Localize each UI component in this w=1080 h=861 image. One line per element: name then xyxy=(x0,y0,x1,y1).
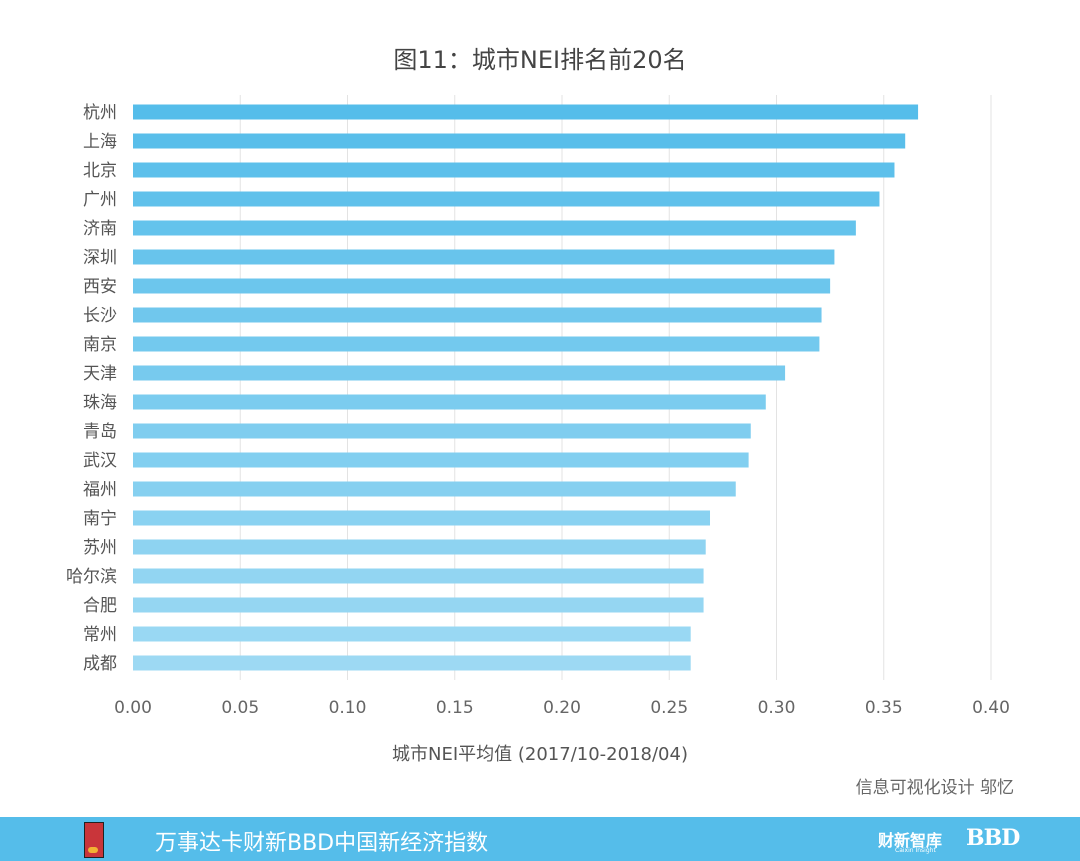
category-label: 成都 xyxy=(83,654,117,674)
bar-4 xyxy=(133,191,880,207)
category-label: 南宁 xyxy=(83,509,117,529)
category-label: 上海 xyxy=(83,132,117,152)
bar-14 xyxy=(133,481,736,497)
bar-5 xyxy=(133,220,856,236)
category-label: 深圳 xyxy=(83,248,117,268)
x-tick-label: 0.00 xyxy=(114,698,152,718)
category-label: 天津 xyxy=(83,364,117,384)
x-tick-label: 0.40 xyxy=(972,698,1010,718)
category-label: 福州 xyxy=(83,480,117,500)
designer-credit: 信息可视化设计 邬忆 xyxy=(855,778,1014,798)
bbd-logo: BBD xyxy=(966,825,1020,851)
bar-7 xyxy=(133,278,831,294)
category-label: 西安 xyxy=(83,277,117,297)
category-label: 合肥 xyxy=(83,596,117,616)
category-label: 苏州 xyxy=(83,538,117,558)
bar-18 xyxy=(133,597,704,613)
bar-10 xyxy=(133,365,786,381)
x-tick-label: 0.05 xyxy=(221,698,259,718)
x-axis-label: 城市NEI平均值 (2017/10-2018/04) xyxy=(392,744,688,765)
category-label: 广州 xyxy=(83,190,117,210)
bar-9 xyxy=(133,336,820,352)
x-tick-label: 0.15 xyxy=(436,698,474,718)
footer-bar: 万事达卡财新BBD中国新经济指数 财新智库 Caixin Insight BBD xyxy=(0,817,1080,861)
category-label: 北京 xyxy=(83,161,117,181)
bar-3 xyxy=(133,162,895,178)
category-label: 珠海 xyxy=(83,393,117,413)
category-label: 长沙 xyxy=(83,306,117,326)
bar-20 xyxy=(133,655,691,671)
category-label: 杭州 xyxy=(83,103,117,123)
x-tick-label: 0.25 xyxy=(650,698,688,718)
bar-12 xyxy=(133,423,751,439)
bar-15 xyxy=(133,510,711,526)
x-tick-label: 0.30 xyxy=(758,698,796,718)
x-tick-label: 0.20 xyxy=(543,698,581,718)
bar-16 xyxy=(133,539,706,555)
category-label: 青岛 xyxy=(83,422,117,442)
bar-2 xyxy=(133,133,906,149)
bar-6 xyxy=(133,249,835,265)
bar-11 xyxy=(133,394,766,410)
x-tick-label: 0.10 xyxy=(329,698,367,718)
x-tick-label: 0.35 xyxy=(865,698,903,718)
category-label: 常州 xyxy=(83,625,117,645)
category-label: 南京 xyxy=(83,335,117,355)
bar-1 xyxy=(133,104,919,120)
nei-logo-icon xyxy=(84,822,104,858)
bar-19 xyxy=(133,626,691,642)
bar-17 xyxy=(133,568,704,584)
category-label: 武汉 xyxy=(83,451,117,471)
footer-title: 万事达卡财新BBD中国新经济指数 xyxy=(155,831,489,856)
bar-8 xyxy=(133,307,822,323)
bar-chart: 杭州上海北京广州济南深圳西安长沙南京天津珠海青岛武汉福州南宁苏州哈尔滨合肥常州成… xyxy=(66,95,1010,718)
caixin-insight-logo: 财新智库 xyxy=(878,831,943,850)
chart-title: 图11：城市NEI排名前20名 xyxy=(393,46,687,74)
category-label: 哈尔滨 xyxy=(66,567,117,587)
bar-13 xyxy=(133,452,749,468)
category-label: 济南 xyxy=(83,219,117,239)
caixin-insight-subtitle: Caixin Insight xyxy=(895,847,936,854)
